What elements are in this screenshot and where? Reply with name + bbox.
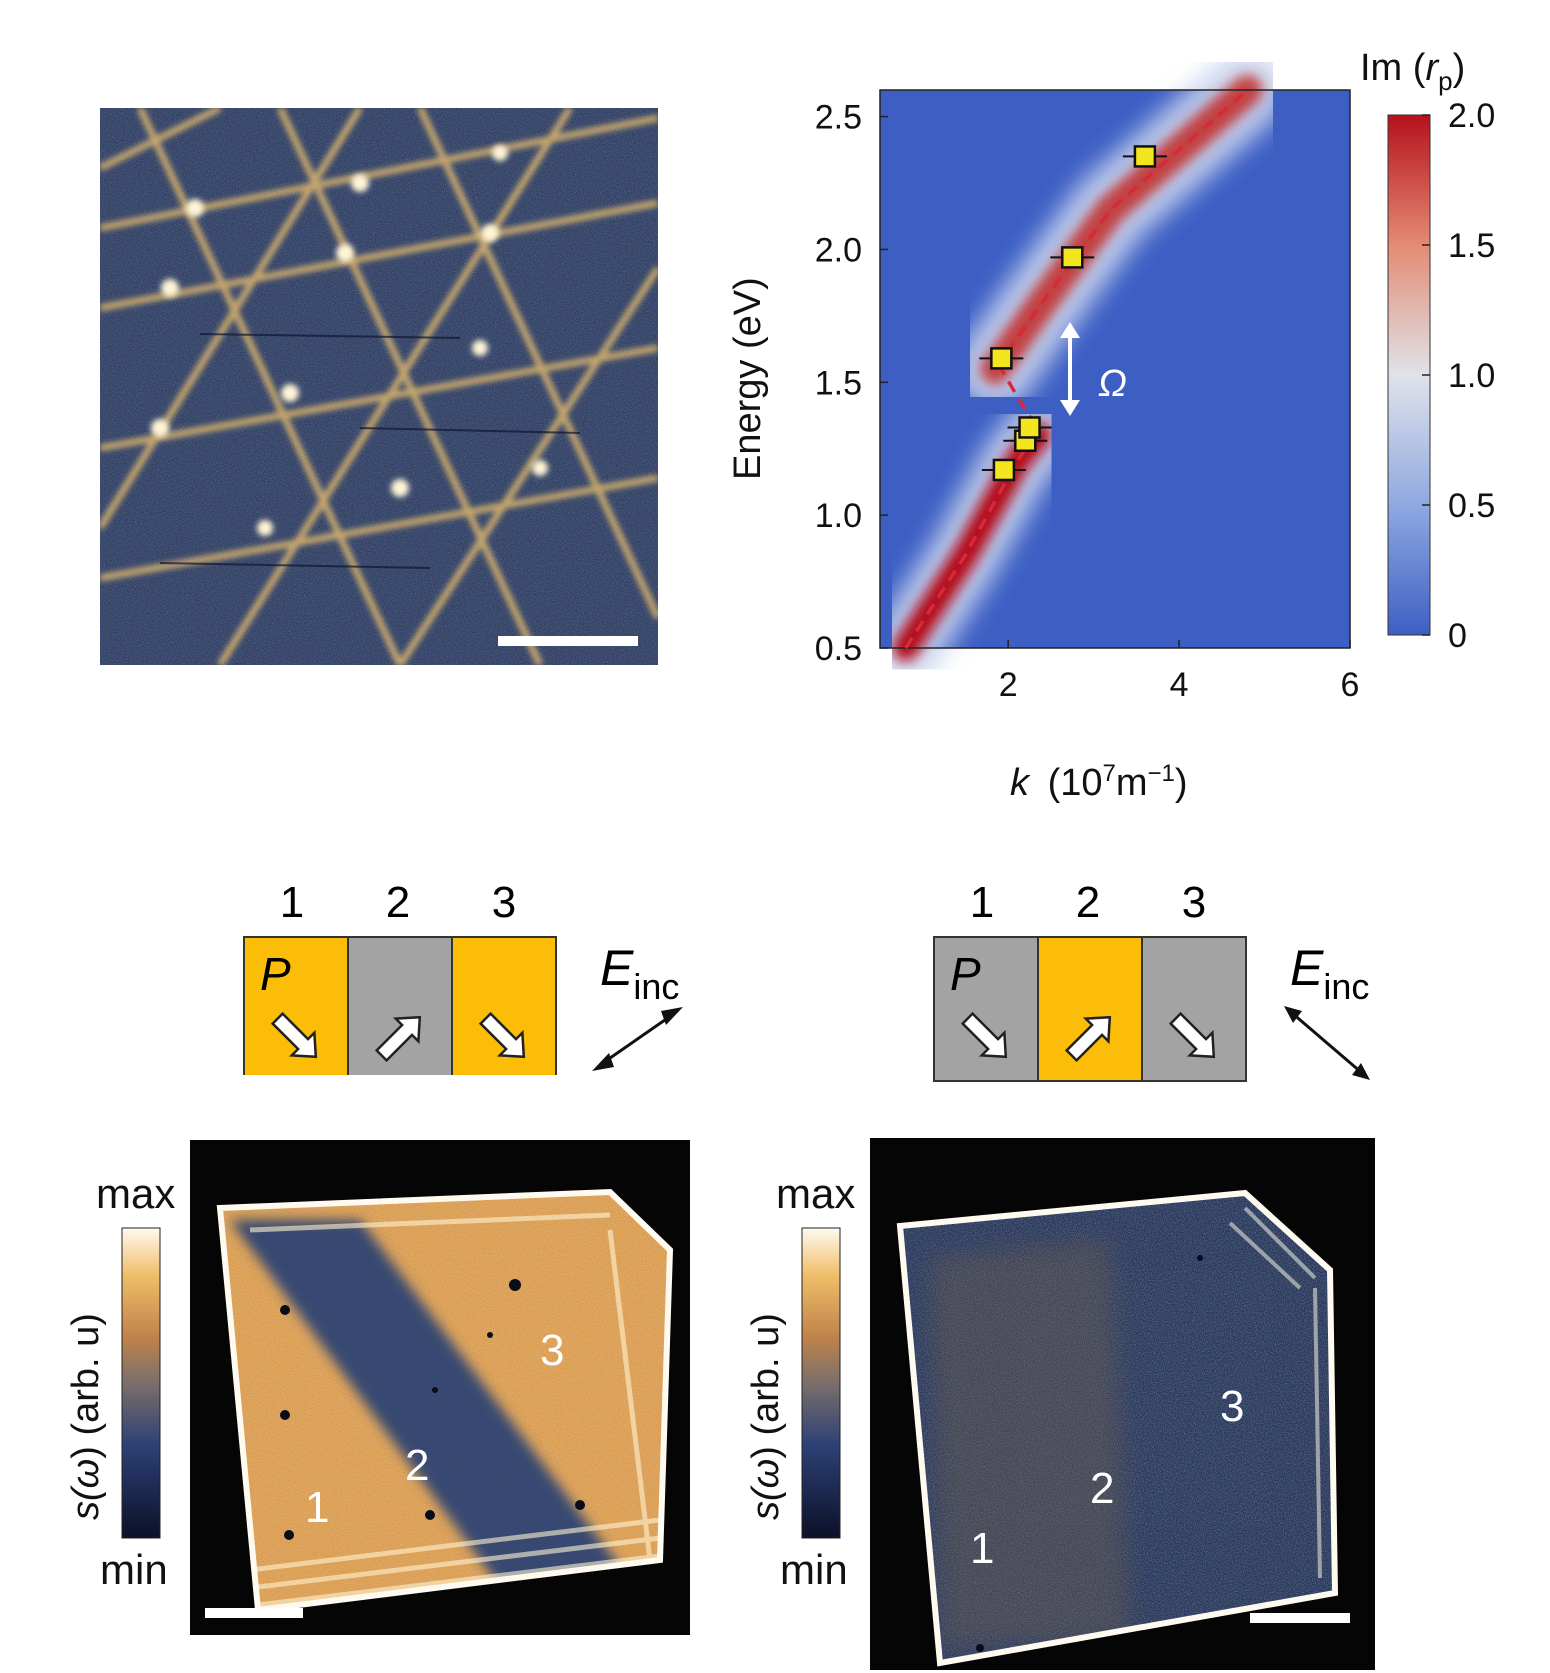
polarization-arrow-down-right-icon [270, 1011, 318, 1059]
map-label-3: 3 [540, 1326, 564, 1375]
polarization-arrow-up-right-icon [374, 1015, 422, 1063]
domain-box-2 [347, 936, 453, 1075]
domain-label-2: 2 [1076, 878, 1100, 927]
omega-label: Ω [1098, 363, 1127, 405]
panel-c-schematic: 1 2 3 P Einc [243, 878, 683, 1075]
flake-outline [216, 1188, 674, 1614]
dashed-curve-lower [904, 365, 1041, 649]
domain-box-1 [933, 936, 1039, 1082]
map-label-3: 3 [1220, 1382, 1244, 1431]
omega-arrow [1060, 322, 1080, 416]
y-tick-label: 1.5 [815, 364, 862, 402]
field-direction-arrow-icon [1284, 1006, 1370, 1080]
y-tick-label: 2.0 [815, 231, 862, 269]
x-axis-label: k (107m−1) [1010, 760, 1188, 804]
colorbar-tick-label: 1.0 [1448, 357, 1495, 395]
map-label-2: 2 [1090, 1464, 1114, 1513]
y-tick-label: 0.5 [815, 630, 862, 668]
field-label: Einc [1290, 940, 1369, 1007]
panel-a-image [97, 104, 662, 667]
domain-label-1: 1 [970, 878, 994, 927]
polarization-arrow-down-right-icon [960, 1011, 1008, 1059]
signal-colorbar-label: s(ω) (arb. u) [65, 1313, 107, 1520]
domain-label-1: 1 [280, 878, 304, 927]
data-point [1133, 145, 1157, 168]
dashed-curve-upper [993, 88, 1249, 371]
flake-outline [896, 1189, 1339, 1667]
colorbar-max-label: max [96, 1170, 176, 1217]
data-point [992, 458, 1016, 482]
colorbar-min-label: min [780, 1546, 848, 1593]
panel-b-chart: 2 4 6 0.5 1.0 1.5 2.0 2.5 Ω Energy (eV) k (107… [727, 47, 1495, 804]
polarization-arrow-down-right-icon [1168, 1011, 1216, 1059]
polarization-arrow-up-right-icon [1064, 1015, 1112, 1063]
panel-c-map: 1 2 3 [190, 1140, 690, 1635]
map-label-2: 2 [405, 1441, 429, 1490]
colorbar-tick-label: 1.5 [1448, 227, 1495, 265]
x-tick-label: 2 [999, 666, 1018, 704]
signal-colorbar [801, 1227, 841, 1539]
domain-box-3 [451, 936, 557, 1075]
domain-box-2 [1037, 936, 1143, 1082]
domain-box-3 [1141, 936, 1247, 1082]
domain-label-2: 2 [386, 878, 410, 927]
data-point [1018, 416, 1041, 439]
map-label-1: 1 [305, 1483, 329, 1532]
field-label: Einc [600, 940, 679, 1007]
data-point [1061, 246, 1084, 269]
polarization-arrow-down-right-icon [478, 1011, 526, 1059]
colorbar-max-label: max [776, 1170, 856, 1217]
scale-bar [205, 1608, 303, 1618]
scale-bar [498, 636, 638, 646]
y-tick-label: 2.5 [815, 99, 862, 137]
colorbar-tick-label: 0 [1448, 617, 1467, 655]
dipole-label: P [950, 948, 981, 1000]
y-axis-label: Energy (eV) [727, 277, 769, 480]
panel-d-colorbar-group: max min s(ω) (arb. u) [740, 1170, 870, 1600]
data-point [990, 347, 1013, 370]
colorbar-min-label: min [100, 1546, 168, 1593]
panel-c-colorbar-group: max min s(ω) (arb. u) [60, 1170, 190, 1600]
plot-frame [879, 89, 1351, 649]
signal-colorbar [121, 1227, 161, 1539]
moire-network-image [97, 104, 662, 667]
colorbar-tick-label: 0.5 [1448, 487, 1495, 525]
domain-label-3: 3 [492, 878, 516, 927]
x-tick-label: 4 [1170, 666, 1189, 704]
panel-d-schematic: 1 2 3 P Einc [933, 878, 1370, 1082]
colorbar-title: Im (rp) [1360, 47, 1465, 96]
colorbar-tick-label: 2.0 [1448, 97, 1495, 135]
field-direction-arrow-icon [592, 1007, 683, 1071]
map-label-1: 1 [970, 1524, 994, 1573]
scale-bar [1250, 1613, 1350, 1623]
dipole-label: P [260, 948, 291, 1000]
panel-d-map: 1 2 3 [870, 1138, 1375, 1670]
signal-colorbar-label: s(ω) (arb. u) [745, 1313, 787, 1520]
x-tick-label: 6 [1341, 666, 1360, 704]
y-tick-label: 1.0 [815, 497, 862, 535]
domain-label-3: 3 [1182, 878, 1206, 927]
